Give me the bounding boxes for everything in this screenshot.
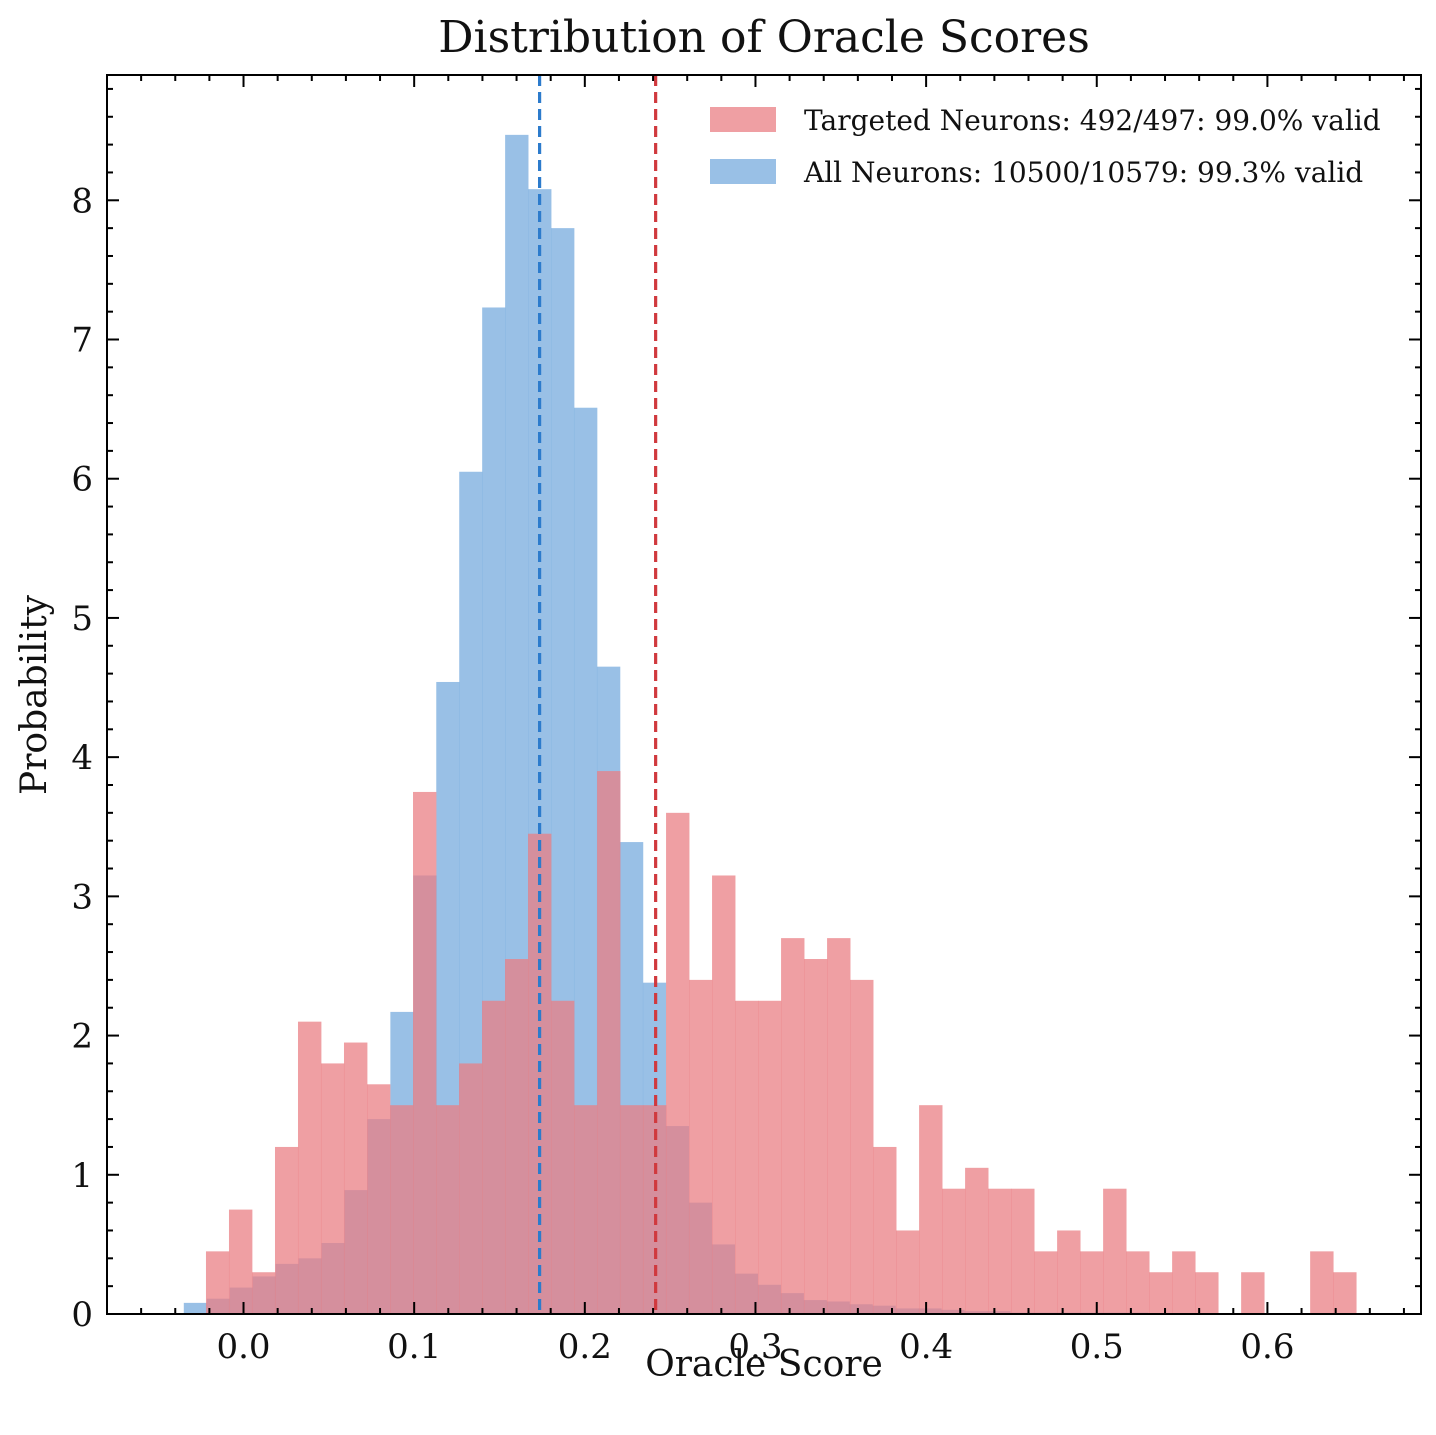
bar-all-neurons [183, 1302, 208, 1314]
bar-all-neurons [573, 407, 598, 1314]
x-tick-label: 0.4 [899, 1327, 953, 1367]
y-tick-label: 3 [71, 877, 93, 917]
bar-targeted-neurons [597, 771, 621, 1314]
bar-targeted-neurons [896, 1230, 920, 1314]
y-tick-label: 5 [71, 599, 93, 639]
x-axis-label: Oracle Score [645, 1344, 883, 1385]
y-tick-label: 8 [71, 181, 93, 221]
legend-swatch-targeted [710, 107, 776, 132]
bar-targeted-neurons [1241, 1272, 1265, 1314]
bar-targeted-neurons [1172, 1251, 1196, 1314]
bar-targeted-neurons [436, 1105, 460, 1314]
bar-targeted-neurons [988, 1188, 1012, 1314]
bar-targeted-neurons [804, 959, 828, 1314]
bar-targeted-neurons [505, 959, 529, 1314]
x-tick-label: 0.5 [1070, 1327, 1124, 1367]
bar-targeted-neurons [1149, 1272, 1173, 1314]
chart-title: Distribution of Oracle Scores [438, 12, 1090, 63]
bar-targeted-neurons [965, 1167, 989, 1314]
bar-targeted-neurons [528, 833, 552, 1314]
bar-targeted-neurons [712, 875, 736, 1314]
y-tick-label: 4 [71, 738, 93, 778]
x-tick-label: 0.0 [216, 1327, 270, 1367]
bar-targeted-neurons [574, 1105, 598, 1314]
bar-targeted-neurons [297, 1021, 322, 1314]
y-tick-labels: 0 1 2 3 4 5 6 7 8 [71, 181, 93, 1335]
bar-targeted-neurons [942, 1188, 966, 1314]
legend-label-all: All Neurons: 10500/10579: 99.3% valid [803, 156, 1363, 189]
bar-targeted-neurons [413, 791, 437, 1314]
series-targeted-neurons [205, 771, 1357, 1314]
bar-targeted-neurons [666, 812, 690, 1314]
bar-targeted-neurons [459, 1063, 483, 1314]
mean-lines [537, 75, 658, 1314]
bar-targeted-neurons [1333, 1272, 1357, 1314]
bar-targeted-neurons [1310, 1251, 1334, 1314]
x-tick-label: 0.2 [558, 1327, 612, 1367]
legend-swatch-all [710, 159, 776, 184]
bar-targeted-neurons [735, 1000, 759, 1314]
bar-targeted-neurons [482, 1000, 506, 1314]
bar-targeted-neurons [1034, 1251, 1058, 1314]
bar-targeted-neurons [1057, 1230, 1081, 1314]
plot-frame [106, 74, 1422, 1315]
y-tick-label: 0 [71, 1295, 93, 1335]
bar-targeted-neurons [850, 979, 874, 1314]
bar-targeted-neurons [919, 1105, 943, 1314]
bar-targeted-neurons [643, 1105, 667, 1314]
bar-targeted-neurons [1195, 1272, 1219, 1314]
bar-targeted-neurons [551, 1000, 575, 1314]
bar-targeted-neurons [343, 1042, 368, 1314]
bar-targeted-neurons [320, 1063, 345, 1314]
bar-targeted-neurons [620, 1105, 644, 1314]
bar-targeted-neurons [1126, 1251, 1150, 1314]
bar-targeted-neurons [758, 1000, 782, 1314]
x-tick-label: 0.1 [387, 1327, 441, 1367]
legend: Targeted Neurons: 492/497: 99.0% valid A… [710, 104, 1381, 189]
axis-ticks [106, 75, 1421, 1315]
bar-targeted-neurons [781, 938, 805, 1314]
bar-targeted-neurons [274, 1146, 299, 1314]
y-tick-label: 7 [71, 321, 93, 361]
x-tick-labels: 0.0 0.1 0.2 0.3 0.4 0.5 0.6 [216, 1327, 1294, 1367]
legend-label-targeted: Targeted Neurons: 492/497: 99.0% valid [804, 104, 1381, 137]
bar-targeted-neurons [205, 1251, 230, 1314]
x-tick-label: 0.6 [1240, 1327, 1294, 1367]
bar-targeted-neurons [827, 938, 851, 1314]
bar-targeted-neurons [228, 1209, 253, 1314]
bar-targeted-neurons [1011, 1188, 1035, 1314]
y-tick-label: 1 [71, 1156, 93, 1196]
bar-targeted-neurons [689, 979, 713, 1314]
y-tick-label: 6 [71, 460, 93, 500]
y-tick-label: 2 [71, 1017, 93, 1057]
x-tick-label: 0.3 [728, 1327, 782, 1367]
bar-targeted-neurons [251, 1272, 276, 1314]
bar-targeted-neurons [873, 1146, 897, 1314]
y-axis-label: Probability [14, 594, 55, 795]
bar-targeted-neurons [367, 1084, 391, 1314]
bar-targeted-neurons [390, 1105, 414, 1314]
bar-targeted-neurons [1080, 1251, 1104, 1314]
bar-targeted-neurons [1103, 1188, 1127, 1314]
